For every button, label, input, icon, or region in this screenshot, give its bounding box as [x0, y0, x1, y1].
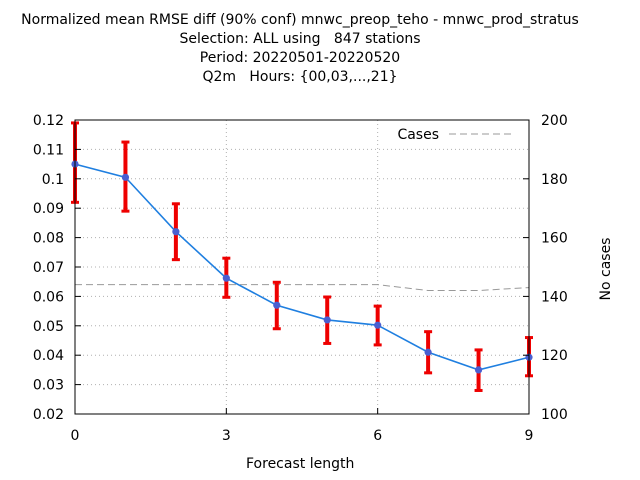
data-point — [121, 173, 130, 181]
y2-tick-label: 200 — [541, 113, 568, 129]
data-point — [172, 228, 180, 236]
y2-axis-label: No cases — [598, 237, 614, 301]
rmse-line — [74, 163, 530, 371]
data-point — [222, 274, 230, 282]
error-bars — [71, 121, 533, 392]
y-tick-label: 0.09 — [33, 201, 64, 217]
legend-label-cases: Cases — [397, 127, 439, 143]
y-tick-label: 0.06 — [33, 289, 64, 305]
x-axis-label: Forecast length — [246, 456, 355, 472]
legend: Cases — [397, 127, 513, 143]
y-tick-label: 0.05 — [33, 319, 64, 335]
y-tick-label: 0.04 — [33, 348, 64, 364]
x-tick-label: 3 — [222, 428, 231, 444]
cases-series — [75, 284, 530, 292]
x-tick-label: 0 — [71, 428, 80, 444]
chart-title-line-3: Period: 20220501-20220520 — [199, 50, 401, 66]
y-tick-label: 0.07 — [33, 260, 64, 276]
y-tick-label: 0.1 — [42, 172, 64, 188]
data-point — [273, 301, 281, 309]
y2-tick-label: 140 — [541, 289, 568, 305]
chart-title-line-2: Selection: ALL using 847 stations — [179, 31, 421, 47]
chart-title-line-4: Q2m Hours: {00,03,...,21} — [202, 69, 398, 85]
cases-line — [75, 284, 530, 292]
y2-tick-label: 120 — [541, 348, 568, 364]
y2-tick-label: 100 — [541, 407, 568, 423]
grid — [75, 120, 529, 414]
y2-tick-label: 180 — [541, 172, 568, 188]
axis-ticks: 0.02 0.03 0.04 0.05 0.06 0.07 0.08 0.09 0.1 0.11 0… — [33, 113, 568, 444]
y-tick-label: 0.03 — [33, 378, 64, 394]
y-tick-label: 0.11 — [33, 142, 64, 158]
data-point — [374, 321, 382, 329]
x-tick-label: 6 — [373, 428, 382, 444]
rmse-series — [74, 163, 530, 371]
y-tick-label: 0.08 — [33, 231, 64, 247]
chart-title-line-1: Normalized mean RMSE diff (90% conf) mnw… — [21, 12, 579, 28]
data-point — [474, 366, 483, 374]
rmse-markers — [71, 160, 533, 374]
y-tick-label: 0.02 — [33, 407, 64, 423]
data-point — [323, 316, 331, 324]
x-tick-label: 9 — [525, 428, 534, 444]
y-tick-label: 0.12 — [33, 113, 64, 129]
data-point — [424, 348, 432, 356]
y2-tick-label: 160 — [541, 231, 568, 247]
